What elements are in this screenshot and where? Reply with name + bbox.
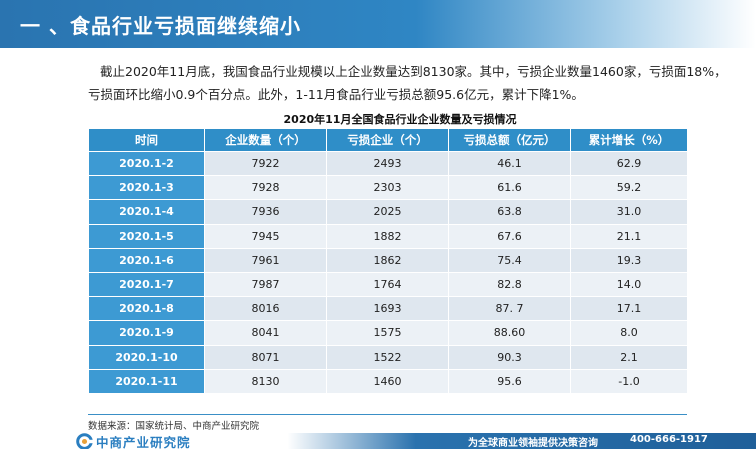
time-cell: 2020.1-10 [88, 344, 205, 370]
time-cell: 2020.1-7 [88, 271, 205, 298]
value-cell: 7961 [204, 247, 327, 273]
table-row: 2020.1-9 8041 1575 88.60 8.0 [88, 320, 688, 346]
table-caption: 2020年11月全国食品行业企业数量及亏损情况 [283, 113, 517, 126]
value-cell: 8016 [204, 296, 327, 322]
header-loss-enterprises: 亏损企业（个） [326, 128, 449, 152]
value-cell: 1575 [326, 320, 449, 346]
time-cell: 2020.1-2 [88, 150, 205, 177]
value-cell: 87. 7 [448, 296, 571, 322]
value-cell: 17.1 [570, 296, 688, 322]
table-row: 2020.1-2 7922 2493 46.1 62.9 [88, 150, 688, 177]
logo: 中商产业研究院 [76, 432, 191, 449]
value-cell: 8130 [204, 368, 327, 394]
value-cell: 1862 [326, 247, 449, 273]
value-cell: 1522 [326, 344, 449, 370]
value-cell: 61.6 [448, 175, 571, 201]
footer-band [0, 433, 756, 449]
value-cell: 21.1 [570, 223, 688, 249]
value-cell: -1.0 [570, 368, 688, 394]
table-row: 2020.1-8 8016 1693 87. 7 17.1 [88, 296, 688, 322]
table-row: 2020.1-5 7945 1882 67.6 21.1 [88, 223, 688, 249]
value-cell: 2.1 [570, 344, 688, 370]
value-cell: 7936 [204, 199, 327, 225]
logo-text: 中商产业研究院 [96, 435, 191, 449]
value-cell: 1882 [326, 223, 449, 249]
phone-number: 400-666-1917 [630, 434, 708, 445]
time-cell: 2020.1-3 [88, 175, 205, 201]
value-cell: 19.3 [570, 247, 688, 273]
time-cell: 2020.1-11 [88, 368, 205, 394]
header-cumulative-growth: 累计增长（%） [570, 128, 688, 152]
table-header-row: 时间 企业数量（个） 亏损企业（个） 亏损总额（亿元） 累计增长（%） [88, 128, 688, 152]
time-cell: 2020.1-5 [88, 223, 205, 249]
footer-divider [88, 414, 687, 415]
value-cell: 75.4 [448, 247, 571, 273]
value-cell: 7945 [204, 223, 327, 249]
value-cell: 2493 [326, 150, 449, 177]
value-cell: 63.8 [448, 199, 571, 225]
data-source: 数据来源：国家统计局、中商产业研究院 [88, 421, 260, 432]
table-row: 2020.1-7 7987 1764 82.8 14.0 [88, 271, 688, 298]
value-cell: 1764 [326, 271, 449, 298]
value-cell: 82.8 [448, 271, 571, 298]
header-time: 时间 [88, 128, 205, 152]
value-cell: 95.6 [448, 368, 571, 394]
value-cell: 8041 [204, 320, 327, 346]
header-enterprise-count: 企业数量（个） [204, 128, 327, 152]
value-cell: 1693 [326, 296, 449, 322]
value-cell: 2303 [326, 175, 449, 201]
value-cell: 2025 [326, 199, 449, 225]
header-total-loss: 亏损总额（亿元） [448, 128, 571, 152]
value-cell: 7922 [204, 150, 327, 177]
value-cell: 88.60 [448, 320, 571, 346]
value-cell: 90.3 [448, 344, 571, 370]
value-cell: 7928 [204, 175, 327, 201]
time-cell: 2020.1-6 [88, 247, 205, 273]
time-cell: 2020.1-9 [88, 320, 205, 346]
value-cell: 8.0 [570, 320, 688, 346]
table-row: 2020.1-6 7961 1862 75.4 19.3 [88, 247, 688, 273]
header-bar [0, 0, 756, 48]
value-cell: 46.1 [448, 150, 571, 177]
value-cell: 62.9 [570, 150, 688, 177]
value-cell: 8071 [204, 344, 327, 370]
logo-icon [76, 433, 93, 449]
intro-paragraph: 截止2020年11月底，我国食品行业规模以上企业数量达到8130家。其中，亏损企… [88, 64, 727, 102]
value-cell: 67.6 [448, 223, 571, 249]
time-cell: 2020.1-8 [88, 296, 205, 322]
value-cell: 31.0 [570, 199, 688, 225]
slogan: 为全球商业领袖提供决策咨询 [468, 438, 598, 449]
value-cell: 7987 [204, 271, 327, 298]
value-cell: 1460 [326, 368, 449, 394]
table-row: 2020.1-3 7928 2303 61.6 59.2 [88, 175, 688, 201]
table-row: 2020.1-10 8071 1522 90.3 2.1 [88, 344, 688, 370]
time-cell: 2020.1-4 [88, 199, 205, 225]
loss-data-table: 时间 企业数量（个） 亏损企业（个） 亏损总额（亿元） 累计增长（%） 2020… [88, 128, 688, 394]
table-row: 2020.1-11 8130 1460 95.6 -1.0 [88, 368, 688, 394]
page-title: 一 、食品行业亏损面继续缩小 [20, 14, 301, 38]
value-cell: 14.0 [570, 271, 688, 298]
value-cell: 59.2 [570, 175, 688, 201]
table-row: 2020.1-4 7936 2025 63.8 31.0 [88, 199, 688, 225]
